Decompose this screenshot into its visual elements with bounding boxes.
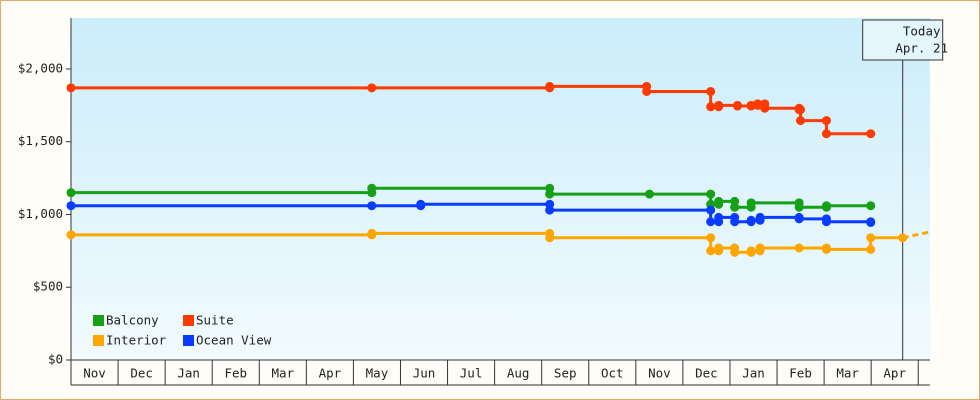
point (367, 201, 377, 211)
point (866, 233, 876, 243)
point (794, 202, 804, 212)
step-corner (796, 105, 806, 115)
x-tick-label: Dec (695, 366, 718, 381)
x-tick-label: Mar (836, 366, 859, 381)
x-tick-label: Feb (224, 366, 247, 381)
point (66, 83, 76, 93)
point (706, 102, 716, 112)
x-tick-label: Jan (177, 366, 200, 381)
point (66, 188, 76, 198)
step-corner (706, 86, 716, 96)
x-tick-label: Nov (648, 366, 671, 381)
legend-label: Balcony (106, 313, 159, 328)
point (821, 217, 831, 227)
projection-line (902, 230, 931, 240)
point (642, 86, 652, 96)
x-tick-label: Jan (742, 366, 765, 381)
y-tick-label: $500 (33, 279, 63, 294)
today-box (862, 19, 944, 61)
point (706, 217, 716, 227)
point (367, 83, 377, 93)
y-tick-label: $1,500 (18, 133, 63, 148)
y-tick-label: $2,000 (18, 60, 63, 75)
point (898, 233, 908, 243)
point (746, 246, 756, 256)
point (714, 243, 724, 253)
point (66, 201, 76, 211)
step-corner (866, 244, 876, 254)
point (821, 244, 831, 254)
x-tick-label: Apr (883, 366, 906, 381)
y-tick-label: $1,000 (18, 206, 63, 221)
point (545, 189, 555, 199)
legend-swatch (93, 315, 104, 326)
point (794, 214, 804, 224)
step-corner (706, 233, 716, 243)
point (706, 246, 716, 256)
point (714, 212, 724, 222)
step-corner (706, 205, 716, 215)
point (755, 212, 765, 222)
x-tick-label: Jun (413, 366, 436, 381)
point (794, 243, 804, 253)
x-tick-label: Mar (272, 366, 295, 381)
point (753, 99, 763, 109)
legend-label: Ocean View (196, 333, 272, 348)
point (866, 201, 876, 211)
x-tick-label: Sep (554, 366, 577, 381)
point (714, 196, 724, 206)
point (821, 129, 831, 139)
point (732, 101, 742, 111)
point (796, 116, 806, 126)
x-tick-label: Nov (83, 366, 106, 381)
y-tick-label: $0 (48, 352, 63, 367)
x-tick-label: Oct (601, 366, 624, 381)
point (821, 201, 831, 211)
legend-swatch (183, 315, 194, 326)
x-tick-label: Feb (789, 366, 812, 381)
point (760, 103, 770, 113)
point (66, 230, 76, 240)
point (866, 217, 876, 227)
today-label: Apr. 21 (895, 41, 948, 56)
point (545, 205, 555, 215)
legend-label: Interior (106, 333, 167, 348)
point (730, 202, 740, 212)
point (644, 189, 654, 199)
x-tick-label: Dec (130, 366, 153, 381)
point (367, 228, 377, 238)
step-corner (821, 116, 831, 126)
point (755, 243, 765, 253)
legend-swatch (93, 335, 104, 346)
x-tick-label: Apr (319, 366, 342, 381)
today-label: Today (903, 24, 941, 39)
point (730, 247, 740, 257)
point (714, 100, 724, 110)
point (746, 198, 756, 208)
step-corner (706, 189, 716, 199)
legend-label: Suite (196, 313, 234, 328)
point (367, 183, 377, 193)
point (746, 215, 756, 225)
point (545, 233, 555, 243)
legend-swatch (183, 335, 194, 346)
point (866, 129, 876, 139)
x-tick-label: May (366, 366, 389, 381)
x-tick-label: Jul (460, 366, 483, 381)
point (416, 199, 426, 209)
point (730, 217, 740, 227)
point (545, 81, 555, 91)
x-tick-label: Aug (507, 366, 530, 381)
